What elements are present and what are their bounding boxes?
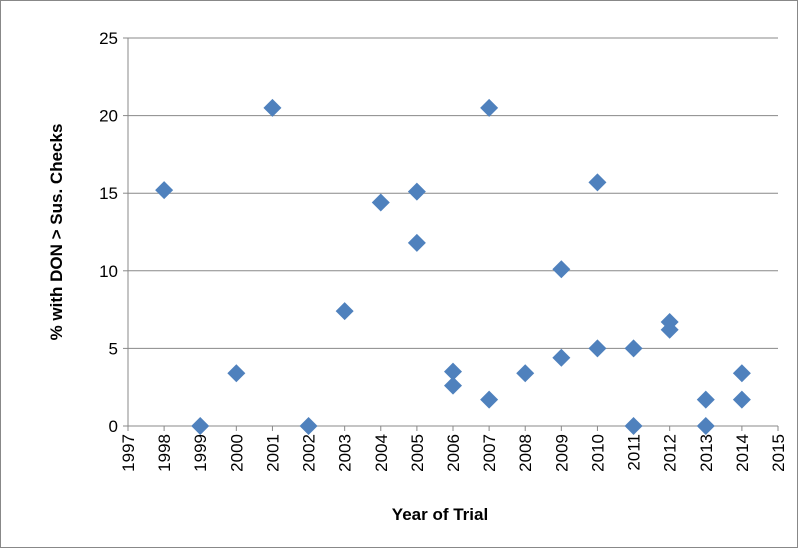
point: [444, 362, 462, 381]
x-tick-label: 2004: [372, 434, 391, 472]
x-tick-label: 2000: [227, 434, 246, 472]
point: [588, 173, 607, 192]
point: [444, 376, 462, 395]
point: [552, 348, 571, 367]
point: [732, 364, 751, 383]
point: [371, 193, 390, 212]
x-tick-label: 2003: [336, 434, 355, 472]
point: [660, 320, 679, 339]
x-tick-label: 2006: [444, 434, 463, 472]
point: [624, 417, 643, 435]
x-tick-label: 2009: [552, 434, 571, 472]
x-tick-label: 1998: [155, 434, 174, 472]
y-tick-label: 25: [99, 29, 118, 48]
point: [407, 233, 426, 252]
x-tick-label: 2005: [408, 434, 427, 472]
point: [624, 339, 643, 358]
y-tick-label: 20: [99, 107, 118, 126]
point: [263, 98, 282, 117]
point: [552, 260, 571, 279]
point: [732, 390, 751, 409]
point: [696, 417, 715, 435]
y-tick-label: 5: [109, 339, 118, 358]
y-tick-label: 15: [99, 184, 118, 203]
point: [696, 390, 715, 409]
x-tick-label: 2011: [625, 434, 644, 471]
point: [480, 390, 499, 409]
point: [191, 417, 210, 435]
point: [516, 364, 535, 383]
point: [588, 339, 607, 358]
x-tick-label: 2013: [697, 434, 716, 472]
y-tick-label: 10: [99, 262, 118, 281]
point: [299, 417, 318, 435]
point: [227, 364, 246, 383]
x-tick-label: 2008: [516, 434, 535, 472]
x-tick-label: 2015: [769, 434, 788, 472]
x-tick-label: 2010: [588, 434, 607, 472]
x-axis-label: Year of Trial: [392, 505, 488, 524]
point: [407, 182, 426, 201]
x-tick-label: 1997: [119, 434, 138, 472]
x-tick-label: 2007: [480, 434, 499, 472]
point: [480, 98, 499, 117]
point: [335, 302, 354, 321]
y-axis-label: % with DON > Sus. Checks: [47, 124, 66, 341]
x-tick-label: 2001: [263, 434, 282, 472]
x-tick-label: 2012: [661, 434, 680, 472]
point: [155, 181, 174, 200]
y-tick-label: 0: [109, 417, 118, 436]
x-tick-label: 2014: [733, 434, 752, 472]
x-tick-label: 1999: [191, 434, 210, 472]
x-tick-label: 2002: [300, 434, 319, 472]
